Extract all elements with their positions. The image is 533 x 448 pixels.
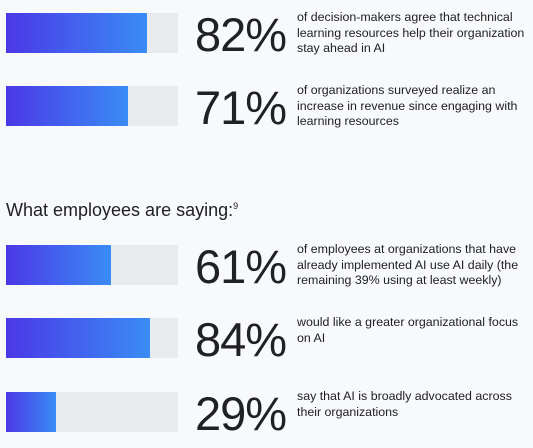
stat-description: say that AI is broadly advocated across …: [297, 389, 512, 419]
progress-bar-fill: [6, 392, 56, 432]
stat-description: would like a greater organizational focu…: [297, 315, 519, 345]
progress-bar: [6, 245, 178, 285]
section-heading: What employees are saying:9: [6, 200, 238, 221]
stat-description: of organizations surveyed realize an inc…: [297, 83, 518, 129]
progress-bar: [6, 392, 178, 432]
stat-percent: 82%: [195, 8, 287, 61]
progress-bar-fill: [6, 245, 111, 285]
stat-description: of employees at organizations that have …: [297, 242, 519, 288]
progress-bar: [6, 86, 178, 126]
stat-percent: 61%: [195, 240, 287, 293]
stat-percent: 71%: [195, 81, 287, 134]
stat-percent: 29%: [195, 387, 287, 440]
stat-row-3: 61% of employees at organizations that h…: [0, 240, 533, 301]
progress-bar: [6, 13, 178, 53]
stat-row-4: 84% would like a greater organizational …: [0, 313, 533, 374]
stat-row-5: 29% say that AI is broadly advocated acr…: [0, 387, 533, 448]
stat-row-1: 82% of decision-makers agree that techni…: [0, 8, 533, 69]
progress-bar-fill: [6, 86, 129, 126]
stat-row-2: 71% of organizations surveyed realize an…: [0, 81, 533, 142]
stat-percent: 84%: [195, 313, 287, 366]
progress-bar: [6, 318, 178, 358]
section-heading-text: What employees are saying:: [6, 200, 234, 220]
stat-description: of decision-makers agree that technical …: [297, 10, 525, 56]
progress-bar-fill: [6, 318, 151, 358]
footnote-marker: 9: [233, 201, 239, 211]
progress-bar-fill: [6, 13, 148, 53]
